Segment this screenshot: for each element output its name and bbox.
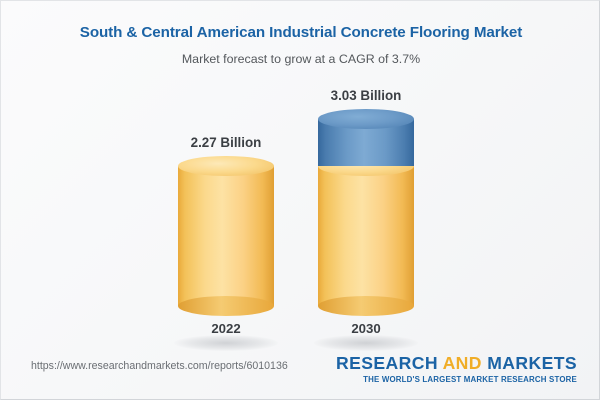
bar-2030[interactable] bbox=[318, 109, 414, 316]
value-label-2022: 2.27 Billion bbox=[190, 135, 262, 150]
source-url[interactable]: https://www.researchandmarkets.com/repor… bbox=[31, 360, 288, 372]
value-label-2030: 3.03 Billion bbox=[330, 88, 402, 103]
brand-logo[interactable]: RESEARCH AND MARKETS THE WORLD'S LARGEST… bbox=[336, 353, 577, 385]
bar-segment-base bbox=[318, 156, 414, 316]
logo-word-markets: MARKETS bbox=[487, 353, 577, 373]
bar-cap-bottom bbox=[318, 296, 414, 316]
bar-shadow bbox=[174, 335, 278, 351]
chart-header: South & Central American Industrial Conc… bbox=[1, 23, 599, 67]
bar-segment-body bbox=[178, 166, 274, 306]
logo-tagline: THE WORLD'S LARGEST MARKET RESEARCH STOR… bbox=[363, 375, 577, 384]
chart-title: South & Central American Industrial Conc… bbox=[79, 24, 523, 41]
category-label-2022: 2022 bbox=[211, 321, 241, 336]
logo-wordmark: RESEARCH AND MARKETS bbox=[336, 353, 577, 373]
bar-cap-bottom bbox=[178, 296, 274, 316]
logo-word-research: RESEARCH bbox=[336, 353, 438, 373]
bar-segment-base bbox=[178, 156, 274, 316]
chart-subtitle: Market forecast to grow at a CAGR of 3.7… bbox=[181, 52, 421, 66]
bar-segment-body bbox=[318, 166, 414, 306]
logo-word-and: AND bbox=[442, 353, 482, 373]
chart-footer: https://www.researchandmarkets.com/repor… bbox=[1, 344, 599, 399]
bar-shadow bbox=[314, 335, 418, 351]
bar-cap-top bbox=[318, 109, 414, 129]
category-label-2030: 2030 bbox=[351, 321, 381, 336]
bar-segment-growth bbox=[318, 109, 414, 166]
chart-plot-area: 2.27 Billion 2022 3.03 Billion bbox=[1, 1, 599, 351]
bar-cap-top bbox=[178, 156, 274, 176]
bar-2022[interactable] bbox=[178, 156, 274, 316]
